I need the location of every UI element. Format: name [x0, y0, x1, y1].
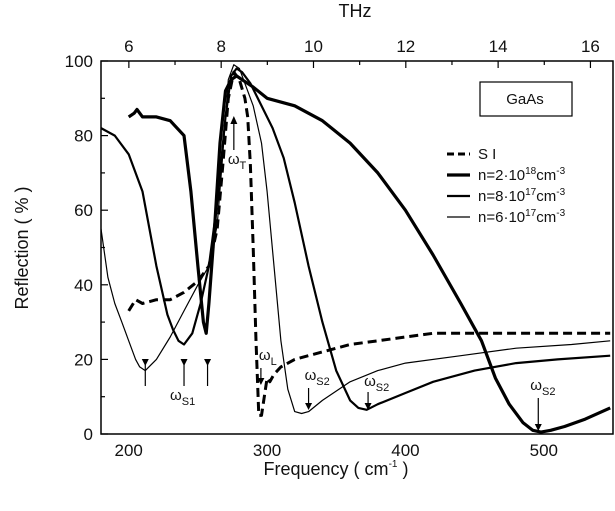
legend-label: S I — [478, 146, 496, 163]
x-axis-title: Frequency ( cm-1 ) — [264, 459, 409, 479]
annotation-label: ωT — [228, 151, 247, 172]
legend-label: n=6·1017cm-3 — [478, 208, 566, 226]
top-tick-label: 12 — [396, 37, 415, 56]
y-tick-label: 80 — [74, 127, 93, 146]
y-tick-label: 0 — [84, 425, 93, 444]
top-tick-label: 10 — [304, 37, 323, 56]
y-axis-title: Reflection ( % ) — [12, 186, 32, 309]
series-group — [101, 64, 611, 434]
annotation-label: ωS2 — [364, 373, 389, 394]
x-tick-label: 300 — [253, 441, 281, 460]
top-tick-label: 14 — [489, 37, 508, 56]
legend-label: n=8·1017cm-3 — [478, 187, 566, 205]
legend: S I n=2·1018cm-3 n=8·1017cm-3 n=6·1017cm-3 — [447, 146, 566, 226]
y-tick-label: 60 — [74, 201, 93, 220]
series-line-3 — [101, 67, 611, 411]
arrow-omega-t-head — [230, 116, 238, 124]
sample-label: GaAs — [506, 91, 544, 108]
series-line-4 — [101, 64, 611, 415]
top-axis-title: THz — [339, 1, 372, 21]
x-tick-label: 400 — [391, 441, 419, 460]
y-axis-ticks: 0 20 40 60 80 100 — [65, 52, 108, 444]
arrow-omega-s2-head — [305, 403, 313, 410]
arrow-omega-s2-head — [364, 403, 372, 410]
y-tick-label: 100 — [65, 52, 93, 71]
x-axis-ticks: 200 300 400 500 — [114, 441, 558, 460]
annotation-label: ωS2 — [530, 377, 555, 398]
annotation-label: ωS1 — [170, 387, 195, 408]
annotation-label: ωS2 — [305, 367, 330, 388]
y-tick-label: 20 — [74, 350, 93, 369]
x-tick-label: 200 — [114, 441, 142, 460]
y-tick-label: 40 — [74, 276, 93, 295]
sample-label-box — [479, 81, 573, 117]
arrow-omega-s1-head — [180, 359, 188, 366]
series-line-1 — [127, 70, 611, 417]
arrow-omega-l-head — [257, 378, 265, 385]
top-tick-label: 8 — [216, 37, 225, 56]
legend-label: n=2·1018cm-3 — [478, 166, 566, 184]
top-tick-label: 6 — [124, 37, 133, 56]
annotation-label: ωL — [259, 347, 277, 368]
top-axis-ticks: 6 8 10 12 14 16 — [124, 37, 600, 68]
arrow-omega-s2-head — [534, 424, 542, 431]
annotations: ωT ωL ωS1 ωS2 ωS2 ωS2 — [141, 116, 555, 431]
arrow-omega-s1-head — [204, 359, 212, 366]
x-tick-label: 500 — [530, 441, 558, 460]
arrow-omega-s1-head — [141, 359, 149, 366]
top-tick-label: 16 — [581, 37, 600, 56]
